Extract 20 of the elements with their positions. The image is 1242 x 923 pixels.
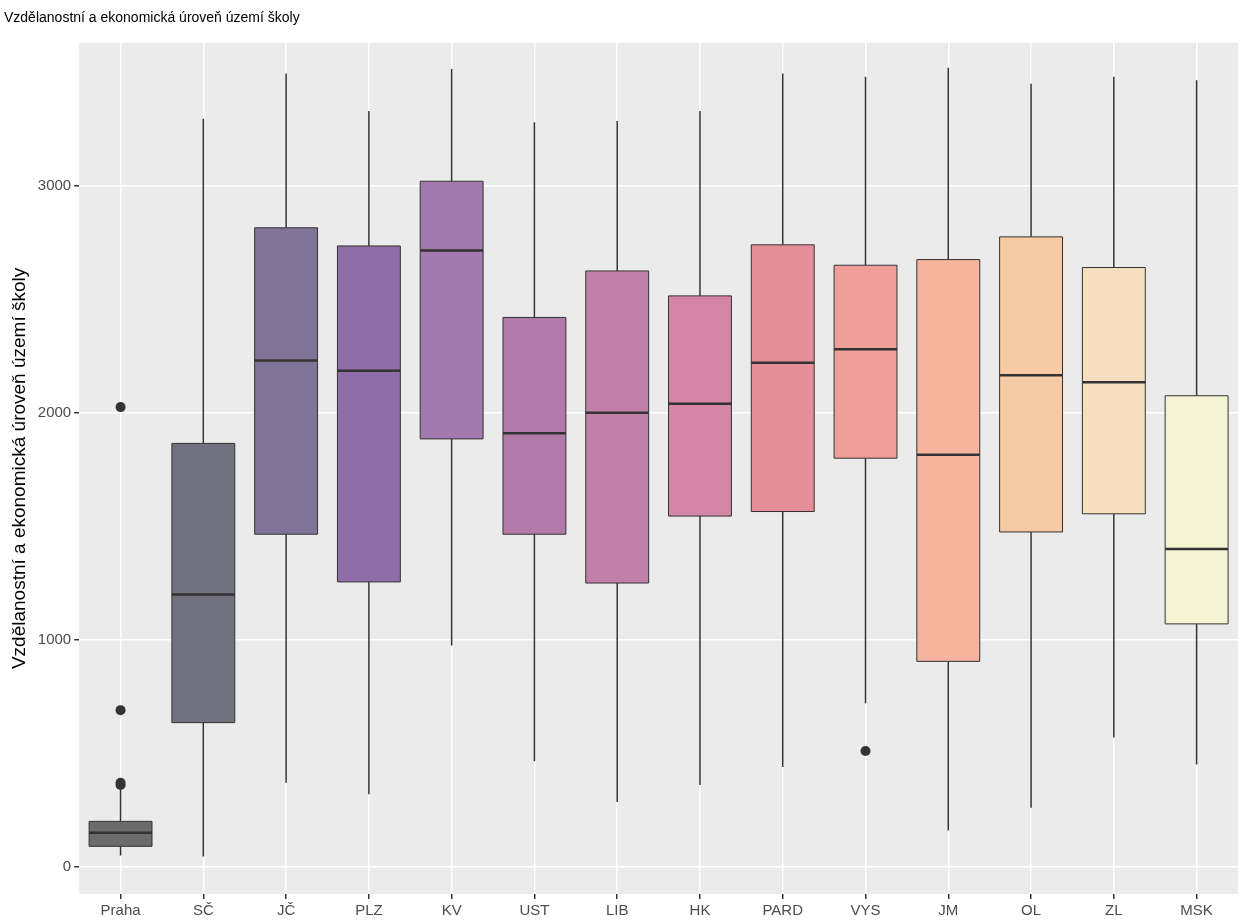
x-tick-label: VYS <box>850 901 881 919</box>
chart-title: Vzdělanostní a ekonomická úroveň území školy <box>4 9 300 26</box>
x-tick-label: MSK <box>1180 901 1213 919</box>
x-tick-label: JČ <box>276 901 296 919</box>
x-tick-label: OL <box>1021 901 1042 919</box>
x-tick-label: UST <box>519 901 550 919</box>
y-tick-label: 1000 <box>37 629 72 647</box>
x-tick-label: PARD <box>762 901 804 919</box>
x-tick-label: ZL <box>1105 901 1123 919</box>
y-tick-label: 0 <box>62 856 72 874</box>
x-tick-label: Praha <box>100 901 142 919</box>
x-tick-label: KV <box>441 901 462 919</box>
x-tick-label: SČ <box>192 901 214 919</box>
y-tick-label: 3000 <box>37 175 72 193</box>
y-tick-label: 2000 <box>37 402 72 420</box>
x-tick-label: PLZ <box>355 901 383 919</box>
x-tick-label: JM <box>938 901 959 919</box>
x-tick-label: HK <box>689 901 711 919</box>
x-tick-label: LIB <box>605 901 629 919</box>
y-axis-title: Vzdělanostní a ekonomická úroveň území školy <box>7 267 29 670</box>
